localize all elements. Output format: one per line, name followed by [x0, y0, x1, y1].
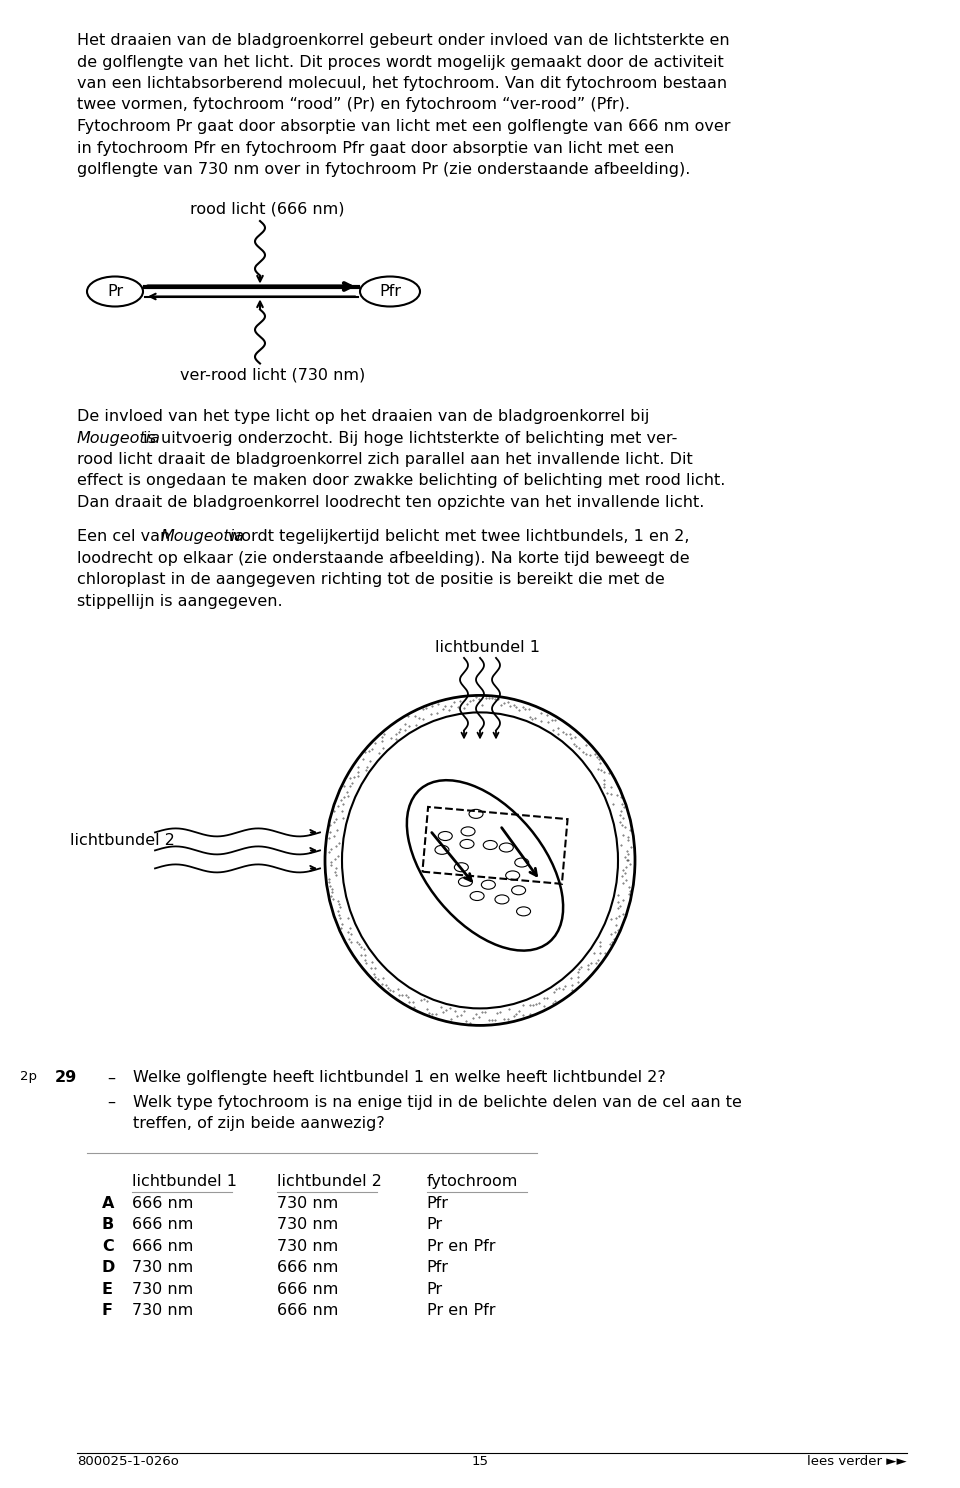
Text: Pr: Pr	[427, 1281, 443, 1298]
Text: Mougeotia: Mougeotia	[161, 530, 245, 545]
Text: Pr: Pr	[107, 284, 123, 299]
Text: –: –	[107, 1095, 115, 1110]
Text: Welke golflengte heeft lichtbundel 1 en welke heeft lichtbundel 2?: Welke golflengte heeft lichtbundel 1 en …	[133, 1070, 665, 1085]
Text: Pfr: Pfr	[379, 284, 401, 299]
Text: rood licht (666 nm): rood licht (666 nm)	[190, 201, 345, 216]
Ellipse shape	[407, 780, 564, 951]
Text: 666 nm: 666 nm	[276, 1260, 338, 1275]
Text: F: F	[102, 1303, 113, 1318]
Text: Een cel van: Een cel van	[77, 530, 175, 545]
Ellipse shape	[342, 713, 618, 1009]
Text: 666 nm: 666 nm	[132, 1240, 193, 1254]
Text: ver-rood licht (730 nm): ver-rood licht (730 nm)	[180, 368, 365, 382]
Text: Dan draait de bladgroenkorrel loodrecht ten opzichte van het invallende licht.: Dan draait de bladgroenkorrel loodrecht …	[77, 496, 705, 510]
Text: 730 nm: 730 nm	[132, 1303, 193, 1318]
Text: 666 nm: 666 nm	[132, 1217, 193, 1232]
Text: 730 nm: 730 nm	[276, 1240, 338, 1254]
Text: A: A	[102, 1196, 114, 1211]
Text: C: C	[102, 1240, 113, 1254]
Text: Pfr: Pfr	[427, 1196, 449, 1211]
Text: golflengte van 730 nm over in fytochroom Pr (zie onderstaande afbeelding).: golflengte van 730 nm over in fytochroom…	[77, 162, 690, 177]
Text: de golflengte van het licht. Dit proces wordt mogelijk gemaakt door de activitei: de golflengte van het licht. Dit proces …	[77, 55, 724, 70]
Text: 730 nm: 730 nm	[276, 1217, 338, 1232]
Text: is uitvoerig onderzocht. Bij hoge lichtsterkte of belichting met ver-: is uitvoerig onderzocht. Bij hoge lichts…	[138, 430, 678, 445]
Text: lichtbundel 2: lichtbundel 2	[276, 1174, 382, 1189]
Text: 2p: 2p	[20, 1070, 37, 1083]
Text: rood licht draait de bladgroenkorrel zich parallel aan het invallende licht. Dit: rood licht draait de bladgroenkorrel zic…	[77, 452, 692, 467]
Text: lichtbundel 1: lichtbundel 1	[132, 1174, 237, 1189]
Text: wordt tegelijkertijd belicht met twee lichtbundels, 1 en 2,: wordt tegelijkertijd belicht met twee li…	[223, 530, 689, 545]
Text: D: D	[102, 1260, 115, 1275]
Text: Pfr: Pfr	[427, 1260, 449, 1275]
Text: 800025-1-026o: 800025-1-026o	[77, 1455, 179, 1469]
Text: effect is ongedaan te maken door zwakke belichting of belichting met rood licht.: effect is ongedaan te maken door zwakke …	[77, 473, 725, 488]
Text: van een lichtabsorberend molecuul, het fytochroom. Van dit fytochroom bestaan: van een lichtabsorberend molecuul, het f…	[77, 76, 727, 91]
Text: Pr en Pfr: Pr en Pfr	[427, 1240, 495, 1254]
Text: Pr: Pr	[427, 1217, 443, 1232]
Text: Mougeotia: Mougeotia	[77, 430, 160, 445]
Text: 15: 15	[471, 1455, 489, 1469]
Text: in fytochroom Pfr en fytochroom Pfr gaat door absorptie van licht met een: in fytochroom Pfr en fytochroom Pfr gaat…	[77, 140, 674, 156]
Text: 666 nm: 666 nm	[276, 1303, 338, 1318]
Text: treffen, of zijn beide aanwezig?: treffen, of zijn beide aanwezig?	[133, 1116, 385, 1131]
Text: Fytochroom Pr gaat door absorptie van licht met een golflengte van 666 nm over: Fytochroom Pr gaat door absorptie van li…	[77, 119, 731, 134]
Text: 666 nm: 666 nm	[276, 1281, 338, 1298]
Text: 730 nm: 730 nm	[132, 1260, 193, 1275]
Text: fytochroom: fytochroom	[427, 1174, 518, 1189]
Text: Pr en Pfr: Pr en Pfr	[427, 1303, 495, 1318]
Text: stippellijn is aangegeven.: stippellijn is aangegeven.	[77, 594, 282, 609]
Text: E: E	[102, 1281, 113, 1298]
Text: Welk type fytochroom is na enige tijd in de belichte delen van de cel aan te: Welk type fytochroom is na enige tijd in…	[133, 1095, 742, 1110]
Text: lichtbundel 1: lichtbundel 1	[435, 640, 540, 655]
Text: B: B	[102, 1217, 114, 1232]
Text: lees verder ►►: lees verder ►►	[807, 1455, 907, 1469]
Text: Het draaien van de bladgroenkorrel gebeurt onder invloed van de lichtsterkte en: Het draaien van de bladgroenkorrel gebeu…	[77, 33, 730, 48]
Text: twee vormen, fytochroom “rood” (Pr) en fytochroom “ver-rood” (Pfr).: twee vormen, fytochroom “rood” (Pr) en f…	[77, 98, 630, 113]
Text: loodrecht op elkaar (zie onderstaande afbeelding). Na korte tijd beweegt de: loodrecht op elkaar (zie onderstaande af…	[77, 551, 689, 565]
Text: De invloed van het type licht op het draaien van de bladgroenkorrel bij: De invloed van het type licht op het dra…	[77, 409, 649, 424]
Text: chloroplast in de aangegeven richting tot de positie is bereikt die met de: chloroplast in de aangegeven richting to…	[77, 573, 664, 588]
Text: 730 nm: 730 nm	[132, 1281, 193, 1298]
Text: 29: 29	[55, 1070, 77, 1085]
Text: –: –	[107, 1070, 115, 1085]
Text: 730 nm: 730 nm	[276, 1196, 338, 1211]
Text: lichtbundel 2: lichtbundel 2	[70, 833, 175, 848]
Text: 666 nm: 666 nm	[132, 1196, 193, 1211]
